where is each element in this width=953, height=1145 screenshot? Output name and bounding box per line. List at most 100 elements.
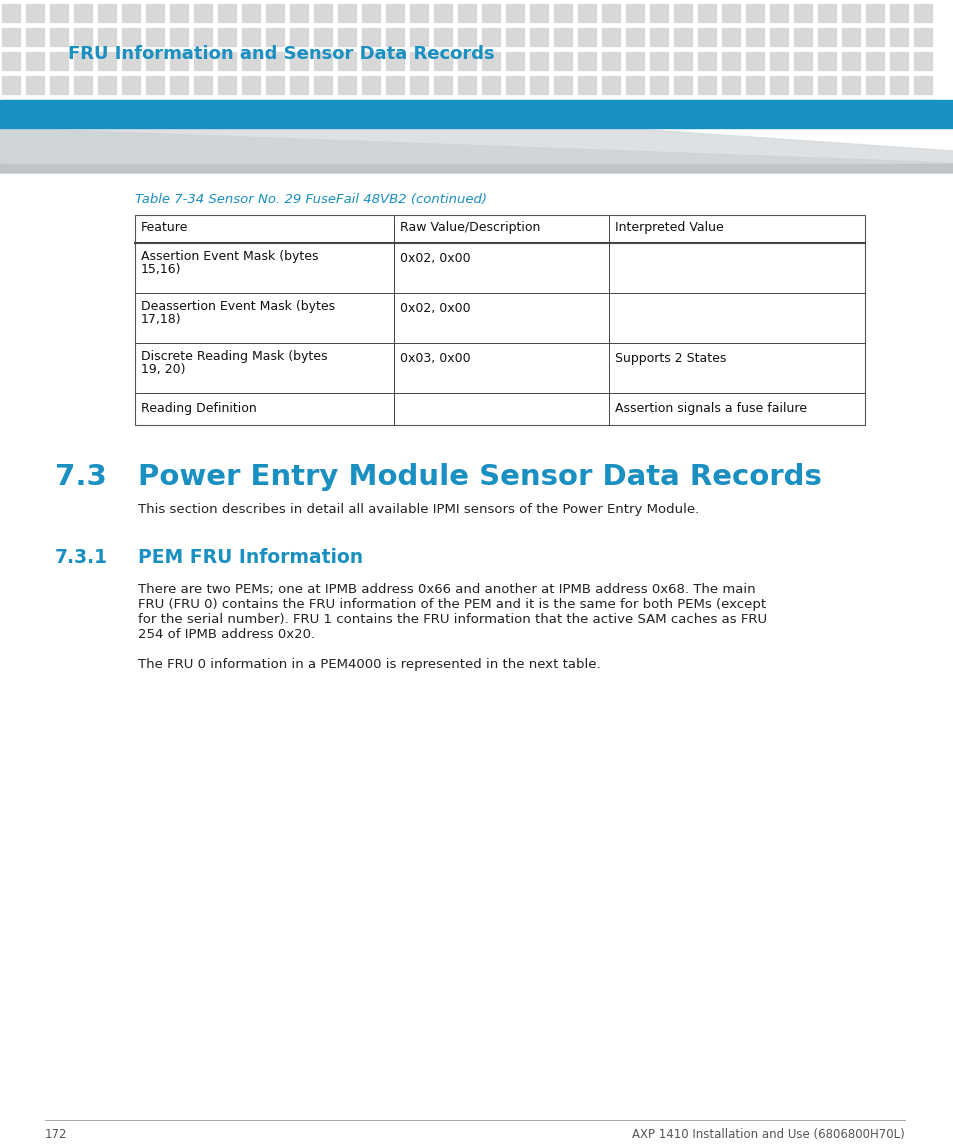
Bar <box>457 100 476 118</box>
Text: Power Entry Module Sensor Data Records: Power Entry Module Sensor Data Records <box>138 463 821 491</box>
Bar <box>337 100 355 118</box>
Bar <box>170 100 188 118</box>
Bar <box>386 52 403 70</box>
Bar <box>578 3 596 22</box>
Bar <box>434 3 452 22</box>
Bar <box>457 27 476 46</box>
Text: 7.3: 7.3 <box>55 463 107 491</box>
Bar <box>649 27 667 46</box>
Bar <box>889 27 907 46</box>
Bar <box>745 3 763 22</box>
Bar <box>386 100 403 118</box>
Bar <box>698 27 716 46</box>
Bar <box>50 100 68 118</box>
Bar <box>193 76 212 94</box>
Bar <box>361 52 379 70</box>
Bar <box>913 3 931 22</box>
Bar <box>578 76 596 94</box>
Bar <box>122 52 140 70</box>
Bar <box>625 52 643 70</box>
Bar <box>913 52 931 70</box>
Bar <box>290 100 308 118</box>
Bar <box>457 76 476 94</box>
Bar <box>889 100 907 118</box>
Bar <box>170 27 188 46</box>
Bar <box>841 27 859 46</box>
Bar <box>314 3 332 22</box>
Bar <box>98 76 116 94</box>
Bar <box>2 76 20 94</box>
Bar <box>26 76 44 94</box>
Bar <box>314 27 332 46</box>
Bar <box>505 52 523 70</box>
Bar <box>793 76 811 94</box>
Bar <box>170 52 188 70</box>
Bar <box>242 76 260 94</box>
Bar <box>554 27 572 46</box>
Text: Reading Definition: Reading Definition <box>141 402 256 414</box>
Bar <box>649 100 667 118</box>
Bar <box>601 27 619 46</box>
Text: There are two PEMs; one at IPMB address 0x66 and another at IPMB address 0x68. T: There are two PEMs; one at IPMB address … <box>138 583 755 597</box>
Text: AXP 1410 Installation and Use (6806800H70L): AXP 1410 Installation and Use (6806800H7… <box>632 1128 904 1142</box>
Bar <box>50 52 68 70</box>
Bar <box>817 52 835 70</box>
Polygon shape <box>0 128 953 173</box>
Bar <box>889 52 907 70</box>
Bar <box>817 27 835 46</box>
Text: 17,18): 17,18) <box>141 313 181 326</box>
Bar <box>889 3 907 22</box>
Bar <box>673 3 691 22</box>
Bar <box>290 76 308 94</box>
Bar <box>673 76 691 94</box>
Bar <box>218 100 235 118</box>
Bar <box>434 100 452 118</box>
Bar <box>578 52 596 70</box>
Bar <box>410 52 428 70</box>
Bar <box>50 27 68 46</box>
Bar <box>146 3 164 22</box>
Bar <box>673 52 691 70</box>
Bar <box>649 3 667 22</box>
Bar <box>410 27 428 46</box>
Bar <box>74 27 91 46</box>
Bar <box>554 76 572 94</box>
Text: This section describes in detail all available IPMI sensors of the Power Entry M: This section describes in detail all ava… <box>138 503 699 516</box>
Bar <box>193 27 212 46</box>
Bar <box>193 100 212 118</box>
Bar <box>698 3 716 22</box>
Bar <box>457 52 476 70</box>
Text: FRU Information and Sensor Data Records: FRU Information and Sensor Data Records <box>68 45 494 63</box>
Bar <box>793 52 811 70</box>
Bar <box>530 52 547 70</box>
Bar <box>698 76 716 94</box>
Bar <box>74 100 91 118</box>
Bar <box>218 27 235 46</box>
Bar <box>481 100 499 118</box>
Bar <box>74 52 91 70</box>
Bar <box>170 3 188 22</box>
Bar <box>698 100 716 118</box>
Bar <box>530 76 547 94</box>
Bar <box>601 76 619 94</box>
Bar <box>913 76 931 94</box>
Bar <box>337 3 355 22</box>
Bar <box>578 100 596 118</box>
Bar <box>457 3 476 22</box>
Bar <box>290 27 308 46</box>
Bar <box>769 100 787 118</box>
Text: Feature: Feature <box>141 221 188 234</box>
Bar <box>530 100 547 118</box>
Bar <box>386 76 403 94</box>
Bar <box>98 100 116 118</box>
Bar <box>649 76 667 94</box>
Bar <box>625 76 643 94</box>
Bar <box>841 100 859 118</box>
Bar <box>193 52 212 70</box>
Bar <box>841 76 859 94</box>
Bar <box>146 100 164 118</box>
Bar <box>242 27 260 46</box>
Bar <box>135 215 864 425</box>
Bar <box>218 76 235 94</box>
Bar <box>865 3 883 22</box>
